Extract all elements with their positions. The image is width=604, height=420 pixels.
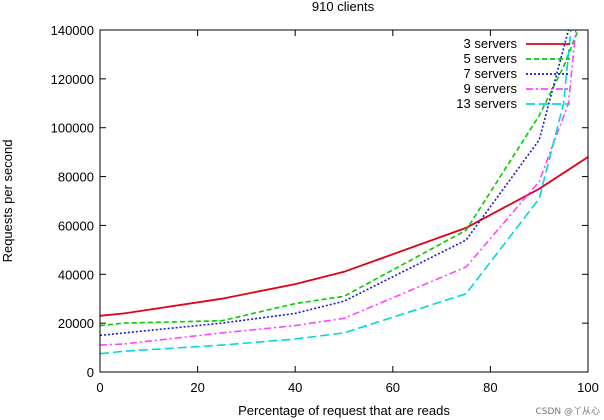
x-tick-label: 100 [577, 380, 599, 395]
x-tick-label: 60 [386, 380, 400, 395]
series-line-7-servers [100, 30, 570, 337]
x-tick-label: 80 [483, 380, 497, 395]
tick-labels: 0 20000 40000 60000 80000 100000 120000 140000 0… [51, 23, 599, 395]
legend-label: 7 servers [464, 66, 518, 81]
series-line-3-servers [100, 156, 588, 317]
y-tick-label: 60000 [58, 218, 94, 233]
y-tick-label: 140000 [51, 23, 94, 38]
y-tick-label: 20000 [58, 316, 94, 331]
series-lines [100, 30, 588, 355]
y-tick-label: 0 [87, 365, 94, 380]
x-tick-label: 20 [190, 380, 204, 395]
legend-label: 9 servers [464, 81, 518, 96]
y-tick-label: 100000 [51, 121, 94, 136]
x-tick-label: 0 [96, 380, 103, 395]
legend-label: 13 servers [456, 96, 517, 111]
x-axis-label: Percentage of request that are reads [238, 403, 450, 418]
x-tick-label: 40 [288, 380, 302, 395]
plot-frame [99, 29, 589, 373]
y-tick-label: 80000 [58, 170, 94, 185]
y-axis-label: Requests per second [0, 140, 15, 263]
series-line-5-servers [100, 30, 579, 327]
legend-label: 3 servers [464, 36, 518, 51]
y-tick-label: 120000 [51, 72, 94, 87]
y-tick-label: 40000 [58, 267, 94, 282]
series-line-9-servers [100, 30, 577, 346]
chart-title: 910 clients [312, 0, 375, 14]
watermark-text: CSDN @丫从心 [535, 406, 600, 417]
legend-label: 5 servers [464, 51, 518, 66]
series-line-13-servers [100, 30, 572, 355]
